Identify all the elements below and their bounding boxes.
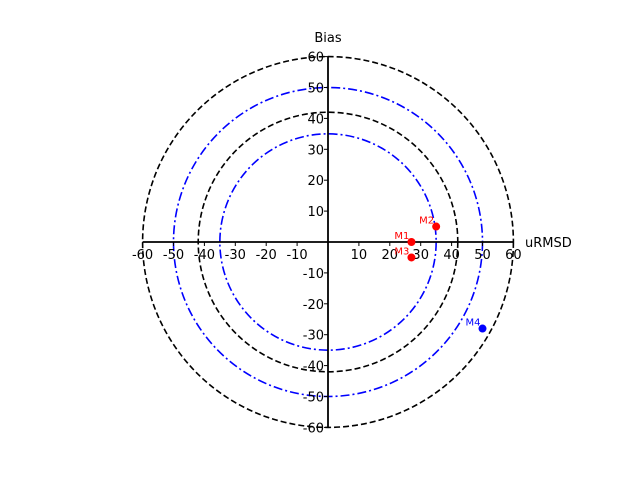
y-tick-label: -10 [303,267,324,282]
x-tick-label: -10 [286,248,307,263]
data-points: M1 M2 M3 M4 [394,216,487,333]
y-tick-label: 20 [307,174,324,189]
x-tick-label: 50 [474,248,491,263]
y-tick-label: -30 [303,329,324,344]
x-tick-label: -60 [132,248,153,263]
point-m2 [432,222,441,231]
tick-labels: -60 -50 -40 -30 -20 -10 10 20 30 40 50 60-60-50-40-… [132,51,522,437]
x-tick-label: 20 [382,248,399,263]
x-tick-label: -30 [225,248,246,263]
y-tick-label: -60 [303,421,324,436]
y-tick-label: 60 [307,51,324,66]
x-tick-label: -50 [163,248,184,263]
x-tick-label: 10 [351,248,368,263]
axes [142,56,514,428]
x-tick-label: -20 [256,248,277,263]
y-tick-label: 10 [307,205,324,220]
point-label-m2: M2 [419,216,434,227]
x-tick-label: -40 [194,248,215,263]
point-label-m3: M3 [394,246,409,257]
point-m1 [407,238,416,246]
x-axis-label: uRMSD [525,236,572,251]
y-axis-label: Bias [314,31,341,46]
y-tick-label: -20 [303,298,324,313]
y-tick-label: 30 [307,143,324,158]
y-tick-label: -50 [303,391,324,406]
x-tick-label: 30 [412,248,429,263]
point-m4 [478,324,487,333]
y-tick-label: 40 [307,112,324,127]
y-tick-label: -40 [303,360,324,375]
y-tick-label: 50 [307,82,324,97]
x-tick-label: 40 [443,248,460,263]
point-label-m4: M4 [466,318,481,329]
point-label-m1: M1 [394,231,409,242]
point-m3 [407,253,416,262]
x-tick-label: 60 [505,248,522,263]
